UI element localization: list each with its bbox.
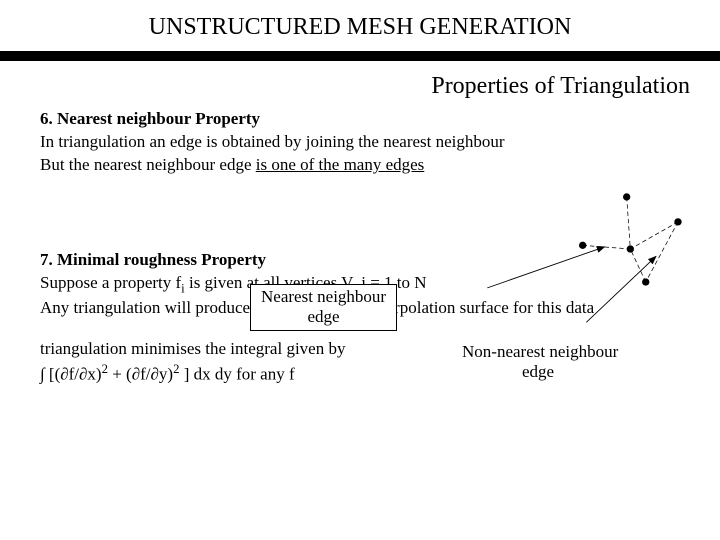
triangulation-diagram [480, 150, 700, 370]
section-6-line2a: But the nearest neighbour edge [40, 155, 256, 174]
diagram-edge [627, 197, 631, 249]
diagram-edge [583, 245, 631, 249]
diagram-edge [630, 249, 645, 282]
arrow-nearest [487, 247, 604, 288]
page-title: UNSTRUCTURED MESH GENERATION [0, 0, 720, 51]
diagram-point [642, 278, 649, 285]
nearest-edge-label: Nearest neighbour edge [250, 284, 397, 331]
diagram-point [627, 245, 634, 252]
nearest-edge-label-l2: edge [308, 307, 340, 326]
title-rule [0, 51, 720, 61]
diagram-point [623, 193, 630, 200]
nearest-edge-label-box: Nearest neighbour edge [250, 284, 397, 331]
section-6-line2b: is one of the many edges [256, 155, 425, 174]
page-subtitle: Properties of Triangulation [0, 61, 720, 108]
arrow-nonnearest [586, 256, 656, 322]
section-6-heading: 6. Nearest neighbour Property [40, 108, 680, 131]
nearest-edge-label-l1: Nearest neighbour [261, 287, 386, 306]
diagram-point [579, 242, 586, 249]
diagram-point [674, 218, 681, 225]
